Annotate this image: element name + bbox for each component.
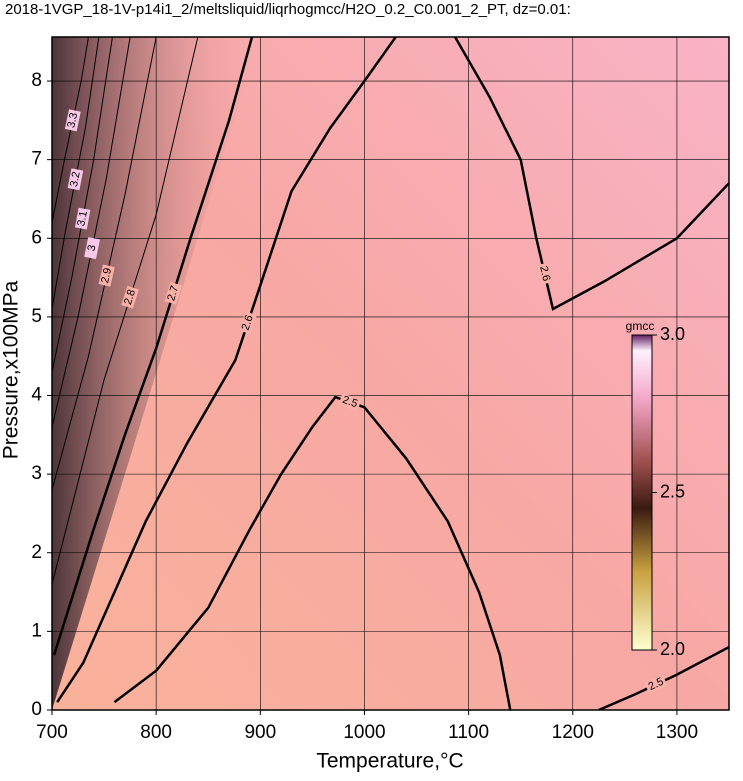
contour-label-bg (75, 207, 91, 230)
x-tick-label: 800 (140, 722, 172, 743)
colorbar (631, 334, 653, 651)
contour-label: 2.7 (165, 284, 181, 302)
contour-label: 2.5 (341, 394, 359, 410)
contour-label-bg (121, 285, 139, 309)
colorbar-tick-label: 2.5 (660, 481, 685, 501)
x-axis-label: Temperature,°C (316, 750, 463, 773)
colorbar-label: gmcc (626, 319, 655, 333)
contour-label: 3 (86, 244, 99, 252)
x-tick-label: 1200 (552, 722, 594, 743)
contour-label-bg (644, 674, 668, 695)
y-tick-label: 8 (31, 70, 42, 91)
colorbar-tick-label: 3.0 (660, 324, 685, 344)
x-tick-label: 1300 (656, 722, 698, 743)
contour-label: 2.6 (537, 265, 552, 283)
contour-label-bg (238, 311, 257, 335)
y-tick-label: 7 (31, 149, 42, 170)
y-axis-label: Pressure,x100MPa (0, 280, 23, 459)
contour-label-bg (536, 262, 553, 285)
y-tick-label: 5 (31, 306, 42, 327)
x-tick-label: 1100 (448, 722, 489, 743)
contour-label: 2.5 (647, 676, 666, 693)
contour-label: 2.8 (122, 288, 138, 306)
y-tick-label: 1 (31, 620, 42, 641)
y-tick-label: 6 (31, 227, 42, 248)
chart-title: 2018-1VGP_18-1V-p14i1_2/meltsliquid/liqr… (5, 1, 571, 18)
contour-label-bg (98, 264, 115, 287)
contour-label-bg (64, 109, 81, 132)
y-tick-label: 0 (31, 699, 42, 720)
contour-label: 2.9 (99, 267, 114, 285)
contour-label-bg (164, 281, 183, 305)
contour-label-bg (67, 168, 84, 191)
x-tick-label: 900 (244, 722, 276, 743)
contour-label: 3.3 (65, 112, 80, 129)
contour-line (52, 37, 199, 585)
x-tick-label: 700 (36, 722, 68, 743)
colorbar-tick-label: 2.0 (660, 639, 685, 659)
contour-line (56, 37, 397, 703)
contour-label: 3.1 (75, 210, 90, 227)
y-tick-label: 2 (31, 542, 42, 563)
contour-line (52, 37, 254, 656)
y-tick-label: 3 (31, 463, 42, 484)
contour-label-bg (338, 393, 362, 412)
x-tick-label: 1000 (343, 722, 385, 743)
contour-line (113, 395, 512, 710)
y-tick-label: 4 (31, 385, 42, 406)
contour-label: 3.2 (68, 171, 83, 188)
plot-frame (51, 36, 730, 711)
contour-label: 2.6 (240, 314, 256, 332)
contour-label-bg (84, 237, 100, 260)
